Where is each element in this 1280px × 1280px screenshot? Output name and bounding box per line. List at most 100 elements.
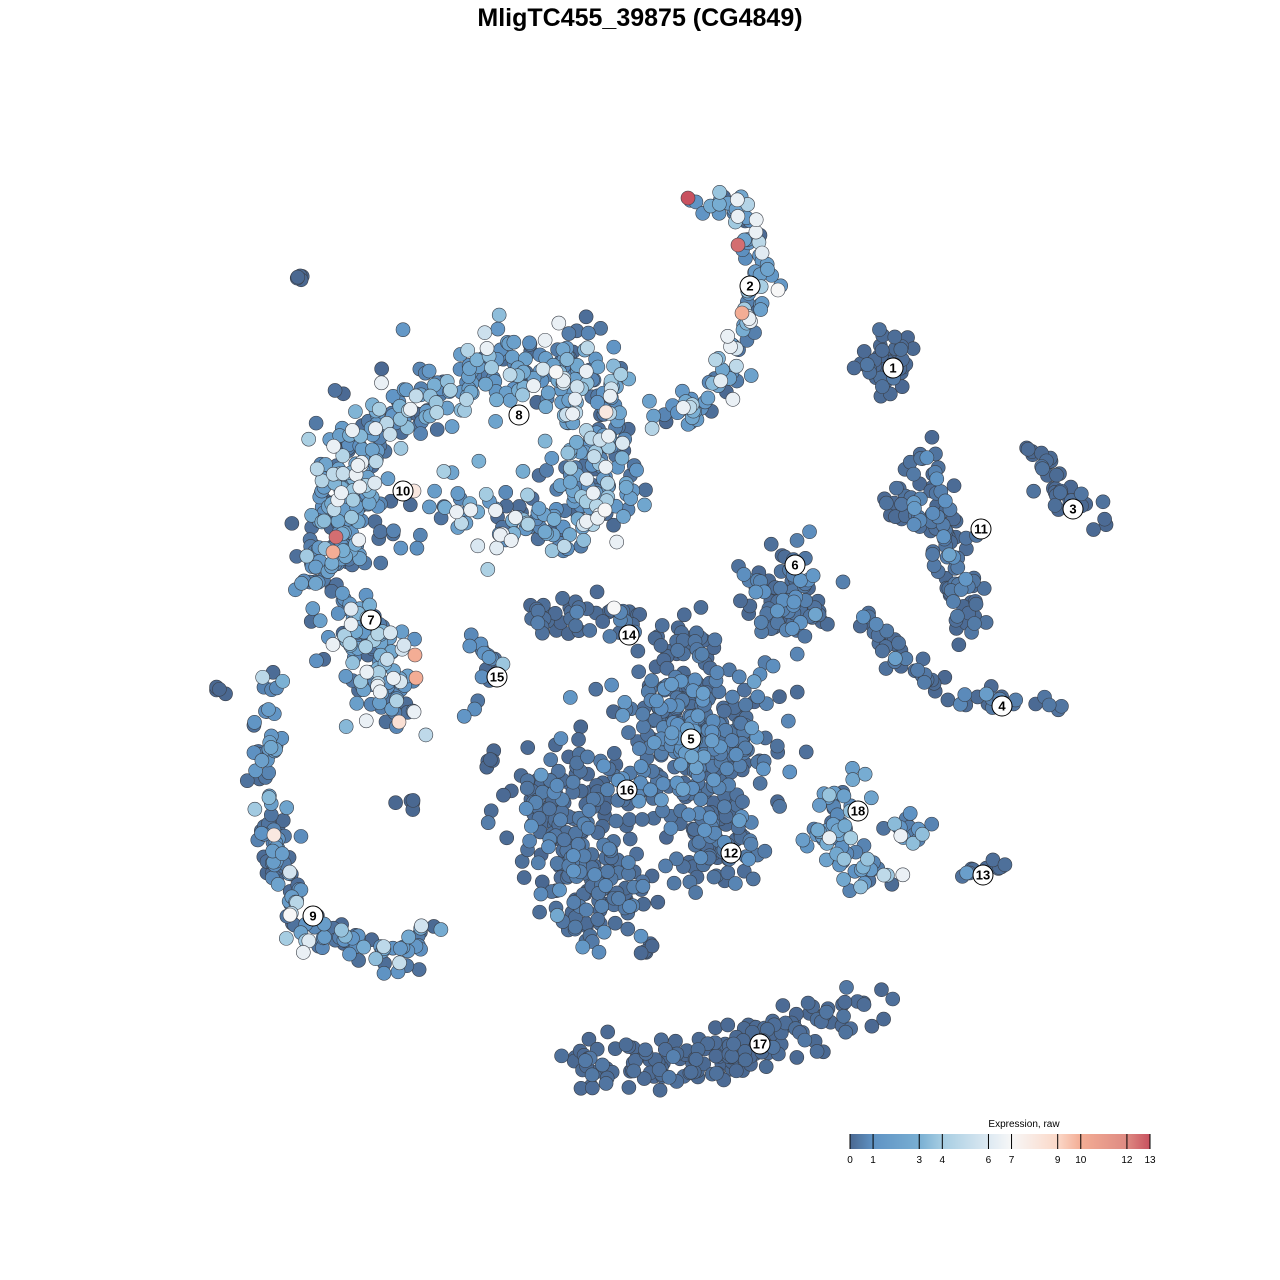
data-point — [255, 669, 270, 685]
data-point — [524, 818, 539, 834]
data-point — [621, 725, 636, 740]
legend-tick-label: 4 — [940, 1155, 946, 1166]
data-point — [606, 339, 622, 355]
data-point — [1074, 486, 1089, 502]
data-point — [595, 1057, 610, 1073]
cluster-label-7: 7 — [360, 609, 382, 631]
data-point — [552, 882, 567, 898]
data-point — [902, 806, 918, 821]
data-point — [736, 682, 752, 698]
data-point — [753, 302, 769, 317]
data-point — [810, 822, 826, 838]
data-point — [654, 618, 670, 633]
data-point — [408, 670, 424, 686]
data-point — [820, 616, 835, 632]
data-point — [631, 793, 647, 809]
data-point — [664, 677, 679, 692]
data-point — [734, 305, 750, 321]
data-point — [1035, 461, 1050, 476]
data-point — [812, 798, 827, 813]
legend-tick-label: 0 — [847, 1155, 853, 1166]
data-point — [553, 731, 569, 746]
data-point — [1049, 467, 1064, 483]
data-point — [651, 1062, 667, 1077]
data-point — [589, 584, 605, 600]
data-point — [373, 555, 389, 571]
data-point — [860, 851, 875, 867]
data-point — [821, 787, 837, 803]
data-point — [800, 995, 816, 1011]
data-point — [275, 673, 291, 689]
data-point — [261, 765, 276, 780]
data-point — [666, 1049, 681, 1065]
data-point — [553, 812, 568, 828]
cluster-label-badge — [970, 518, 992, 540]
data-point — [906, 517, 922, 532]
data-point — [471, 453, 487, 469]
data-point — [282, 864, 298, 880]
data-point — [578, 1053, 593, 1068]
data-point — [793, 573, 808, 588]
data-point — [373, 524, 388, 539]
data-point — [836, 851, 852, 867]
cluster-label-text: 17 — [753, 1037, 767, 1052]
data-point — [408, 388, 424, 404]
data-point — [906, 466, 921, 482]
cluster-label-badge — [882, 357, 904, 379]
data-point — [541, 839, 556, 855]
legend-tick-label: 13 — [1144, 1155, 1156, 1166]
data-point — [352, 479, 368, 495]
data-point — [649, 693, 664, 709]
cluster-label-text: 13 — [976, 868, 990, 883]
data-point — [463, 502, 479, 518]
data-point — [675, 400, 691, 415]
legend-tick-label: 12 — [1121, 1155, 1133, 1166]
cluster-label-badge — [991, 695, 1013, 717]
data-point — [561, 326, 577, 341]
data-point — [700, 390, 716, 406]
data-point — [484, 360, 499, 375]
data-point — [261, 702, 276, 717]
data-point — [600, 475, 615, 491]
data-point — [405, 793, 421, 808]
data-point — [308, 415, 324, 431]
color-legend: Expression, raw 0 1 3 4 6 7 9 10 12 13 — [847, 1119, 1156, 1166]
data-point — [789, 533, 805, 548]
data-point — [638, 1042, 653, 1058]
data-point — [967, 616, 982, 631]
data-point — [530, 615, 546, 631]
data-point — [502, 367, 518, 383]
data-point — [270, 877, 286, 892]
data-point — [968, 596, 984, 612]
data-point — [758, 1059, 774, 1074]
data-point — [595, 614, 611, 629]
data-point — [634, 812, 650, 827]
data-point — [743, 368, 759, 383]
data-point — [725, 392, 741, 407]
data-point — [606, 517, 621, 533]
data-point — [652, 1082, 668, 1098]
data-point — [941, 547, 957, 563]
data-point — [876, 1011, 891, 1027]
data-point — [730, 237, 746, 253]
data-point — [680, 190, 696, 206]
data-point — [772, 799, 787, 814]
data-point — [374, 375, 389, 391]
data-point — [754, 245, 770, 261]
data-point — [874, 643, 890, 659]
data-point — [548, 364, 564, 380]
data-point — [604, 677, 619, 693]
data-point — [843, 830, 859, 846]
data-point — [733, 593, 748, 609]
data-point — [585, 1080, 600, 1096]
data-point — [393, 540, 409, 556]
data-point — [499, 830, 515, 846]
data-point — [566, 895, 582, 910]
data-point — [856, 997, 872, 1012]
data-point — [917, 675, 932, 690]
data-point — [959, 865, 975, 881]
data-point — [325, 637, 341, 652]
data-point — [1095, 494, 1111, 510]
data-point — [872, 322, 887, 337]
cluster-label-badge — [616, 779, 638, 801]
